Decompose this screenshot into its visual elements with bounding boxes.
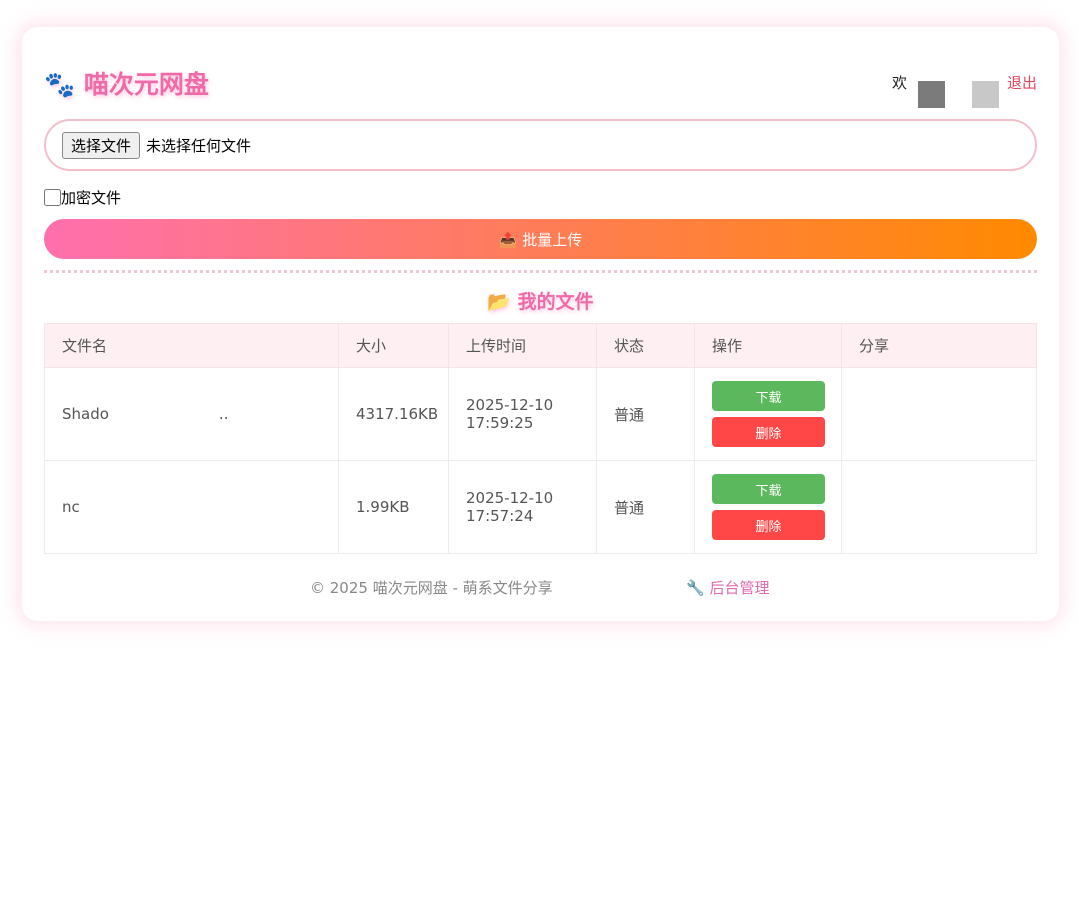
file-size: 4317.16KB (338, 367, 449, 461)
file-name: nc (44, 460, 339, 554)
delete-button[interactable]: 删除 (712, 417, 825, 447)
col-size: 大小 (338, 323, 449, 368)
file-name: Shado.. (44, 367, 339, 461)
encrypt-checkbox[interactable] (44, 189, 61, 206)
divider (44, 270, 1037, 273)
redaction-block (918, 81, 945, 108)
file-table: 文件名 大小 上传时间 状态 操作 分享 Shado.. 4317.16KB 2… (44, 323, 1037, 554)
download-button[interactable]: 下载 (712, 381, 825, 411)
file-share (841, 460, 1037, 554)
file-status: 普通 (596, 367, 695, 461)
admin-link[interactable]: 🔧 后台管理 (686, 579, 770, 597)
section-title: 📂 我的文件 (487, 291, 594, 313)
site-title: 喵次元网盘 (83, 70, 209, 99)
file-input[interactable]: 选择文件 未选择任何文件 (44, 119, 1037, 171)
site-logo: 🐾 喵次元网盘 (44, 65, 209, 101)
download-button[interactable]: 下载 (712, 474, 825, 504)
no-file-text: 未选择任何文件 (146, 136, 252, 155)
file-size: 1.99KB (338, 460, 449, 554)
file-status: 普通 (596, 460, 695, 554)
redaction-block (972, 81, 999, 108)
file-actions: 下载 删除 (694, 367, 842, 461)
file-share (841, 367, 1037, 461)
encrypt-label: 加密文件 (61, 189, 122, 207)
logout-link[interactable]: 退出 (1006, 74, 1037, 92)
choose-file-button[interactable]: 选择文件 (62, 131, 141, 159)
main-card: 🐾 喵次元网盘 欢 退出 选择文件 未选择任何文件 加密文件 📤 批量上传 📂 … (22, 27, 1059, 621)
paw-icon: 🐾 (44, 70, 76, 99)
table-header: 文件名 大小 上传时间 状态 操作 分享 (44, 323, 1037, 368)
encrypt-option[interactable]: 加密文件 (44, 187, 121, 208)
batch-upload-button[interactable]: 📤 批量上传 (44, 219, 1037, 259)
col-status: 状态 (596, 323, 695, 368)
file-actions: 下载 删除 (694, 460, 842, 554)
col-share: 分享 (841, 323, 1037, 368)
table-row: Shado.. 4317.16KB 2025-12-10 17:59:25 普通 … (44, 367, 1037, 461)
delete-button[interactable]: 删除 (712, 510, 825, 540)
welcome-text: 欢 (891, 74, 907, 92)
file-time: 2025-12-10 17:57:24 (448, 460, 597, 554)
file-time: 2025-12-10 17:59:25 (448, 367, 597, 461)
col-upload-time: 上传时间 (448, 323, 597, 368)
col-name: 文件名 (44, 323, 339, 368)
footer-copyright: © 2025 喵次元网盘 - 萌系文件分享 (310, 579, 553, 597)
col-actions: 操作 (694, 323, 842, 368)
header: 🐾 喵次元网盘 欢 退出 (44, 65, 1037, 105)
table-row: nc 1.99KB 2025-12-10 17:57:24 普通 下载删除 (44, 460, 1037, 554)
